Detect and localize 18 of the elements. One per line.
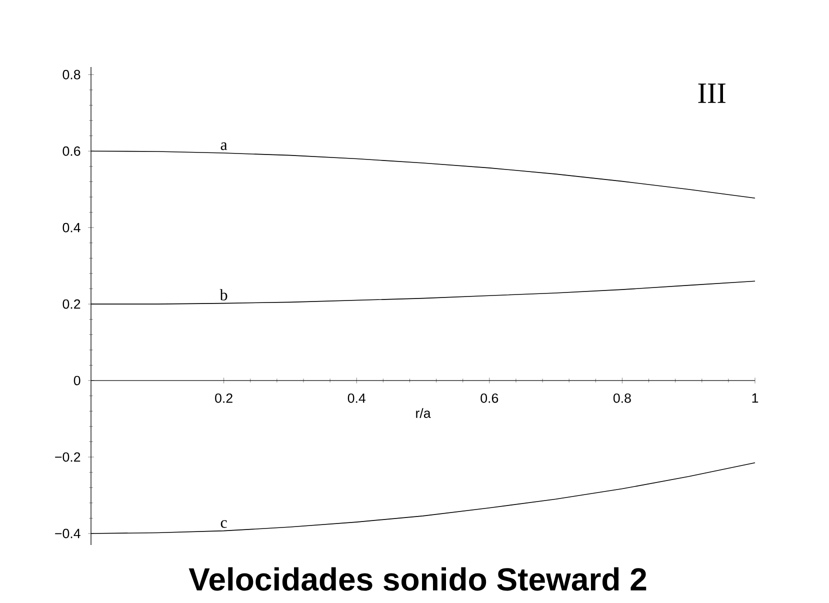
y-tick-label: −0.4 [55, 528, 80, 538]
y-tick-label: 0 [74, 376, 80, 386]
annotation: III [698, 84, 726, 103]
x-tick-label: 0.2 [215, 393, 232, 403]
y-tick-label: 0.6 [62, 146, 80, 156]
y-tick-label: 0.8 [62, 70, 80, 80]
y-tick-label: 0.4 [62, 222, 80, 232]
x-tick-label: 0.4 [348, 393, 366, 403]
series-label: c [220, 520, 227, 528]
x-tick-label: 0.8 [613, 393, 631, 403]
x-axis-title: r/a [416, 408, 431, 418]
x-tick-label: 0.6 [480, 393, 498, 403]
series-label: b [220, 289, 228, 300]
series-label: a [220, 142, 228, 150]
text: Velocidades sonido Steward 2 [188, 567, 646, 591]
y-tick-label: −0.2 [55, 452, 80, 462]
y-tick-label: 0.2 [62, 299, 80, 309]
x-tick-label: 1 [752, 393, 758, 403]
